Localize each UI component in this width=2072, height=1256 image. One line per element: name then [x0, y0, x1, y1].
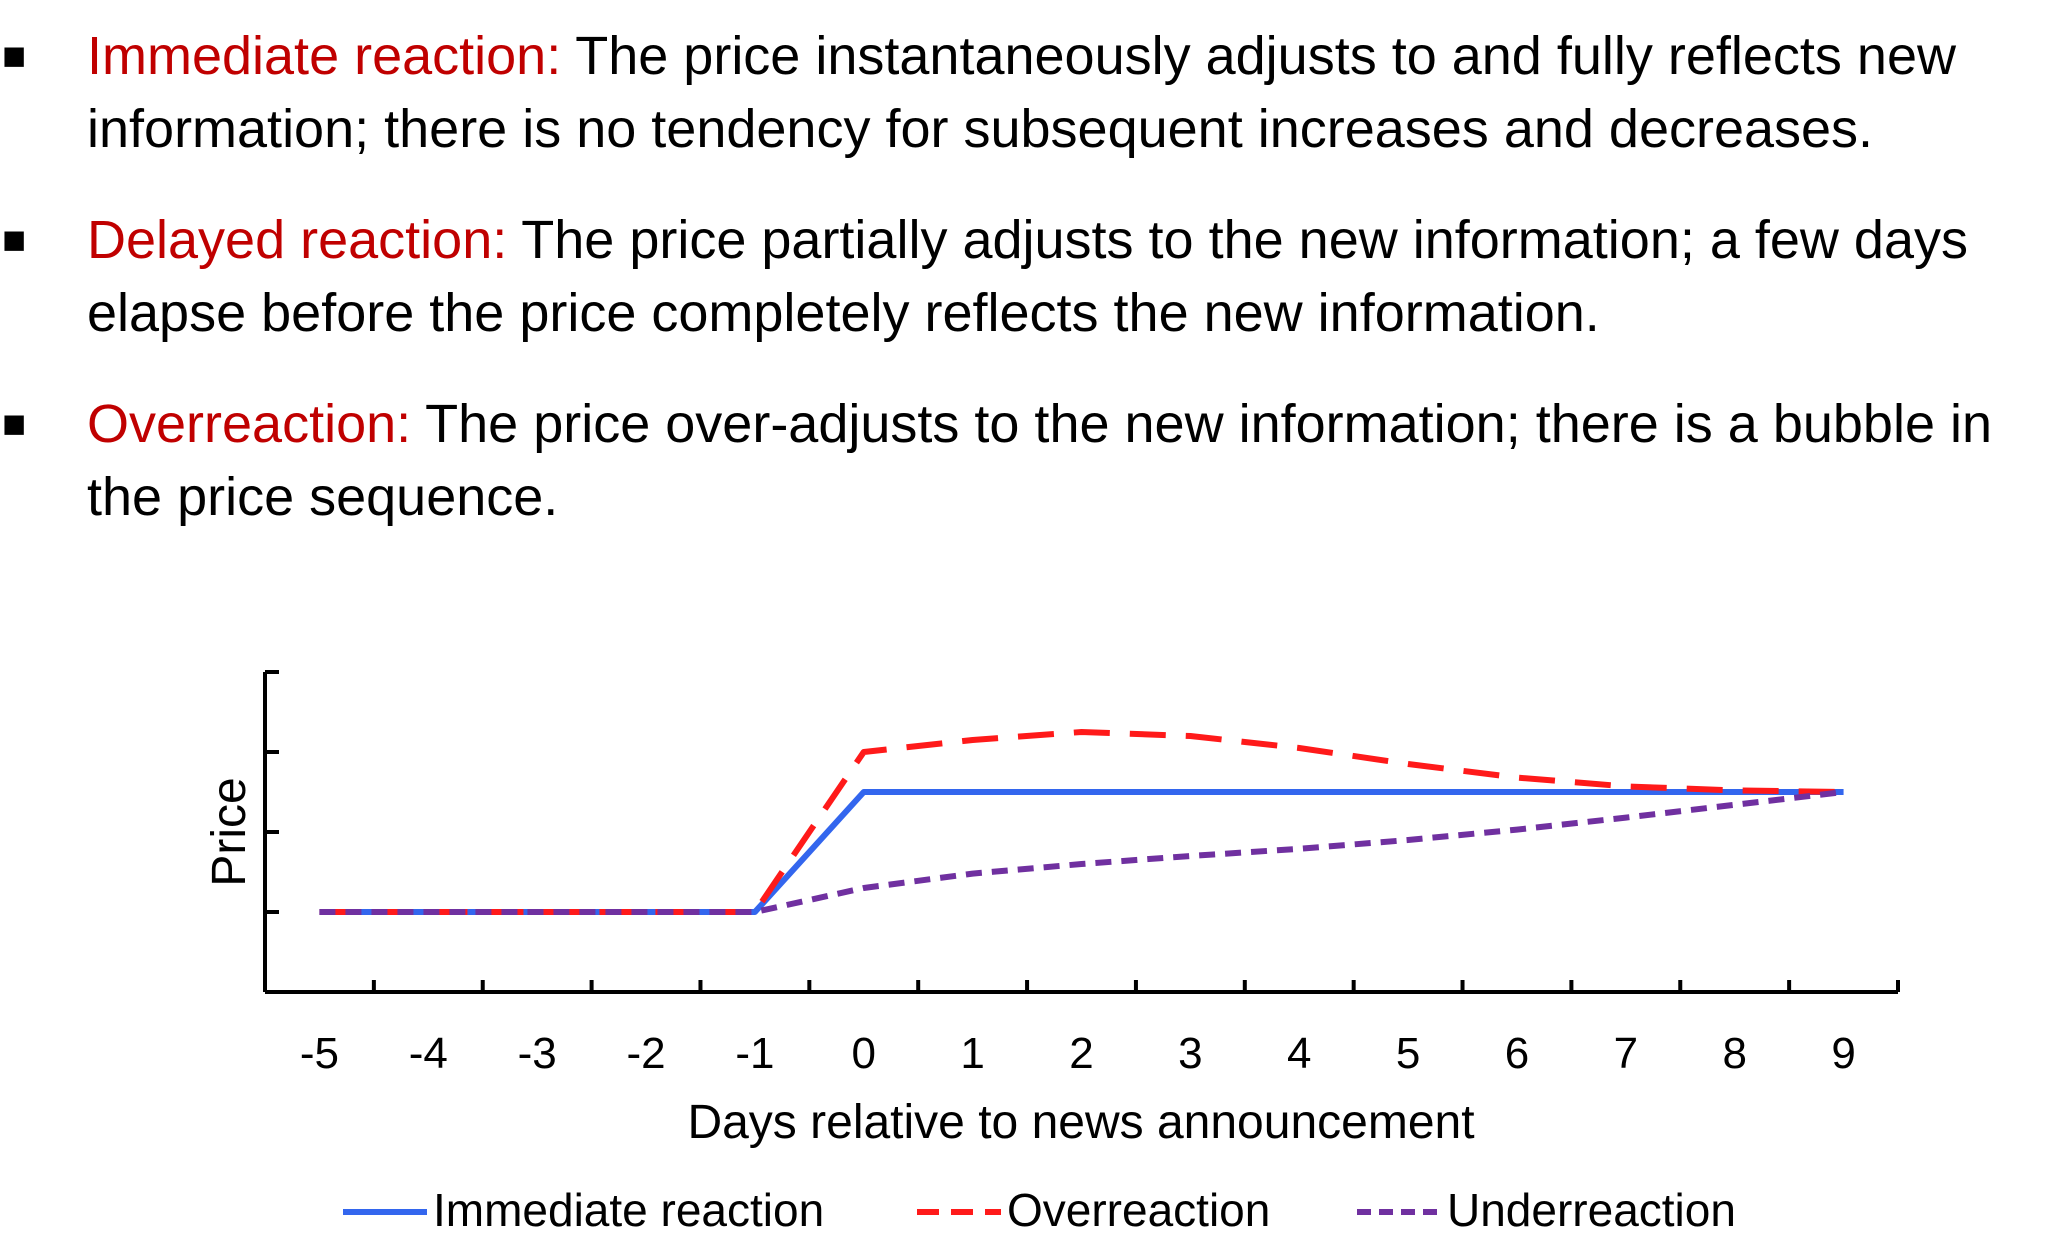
x-tick-label: 9: [1831, 1029, 1855, 1078]
bullet-definition: The price instantaneously adjusts to and…: [87, 26, 1956, 159]
x-tick-label: 8: [1722, 1029, 1746, 1078]
series-line-underreaction: [319, 789, 1844, 915]
x-tick-label: 6: [1505, 1029, 1529, 1078]
legend-label: Immediate reaction: [433, 1184, 824, 1236]
x-tick-label: -3: [518, 1029, 557, 1078]
x-axis-title: Days relative to news announcement: [687, 1096, 1474, 1149]
bullet-definition: The price partially adjusts to the new i…: [87, 210, 1968, 343]
x-tick-label: 5: [1396, 1029, 1420, 1078]
x-tick-label: 2: [1069, 1029, 1093, 1078]
x-tick-label: 0: [852, 1029, 876, 1078]
x-tick-label: -5: [300, 1029, 339, 1078]
bullet-term: Overreaction:: [87, 394, 412, 454]
bullet-immediate-reaction: ■ Immediate reaction: The price instanta…: [0, 20, 2072, 166]
price-reaction-chart: -5 -4 -3 -2 -1 0 1 2 3 4 5 6 7 8 9 Price Days relative…: [203, 670, 1900, 1236]
x-tick-labels: -5 -4 -3 -2 -1 0 1 2 3 4 5 6 7 8 9: [300, 1029, 1856, 1078]
bullet-term: Immediate reaction:: [87, 26, 562, 86]
x-tick-label: 3: [1178, 1029, 1202, 1078]
chart-legend: Immediate reaction Overreaction Underreact…: [343, 1184, 1736, 1236]
legend-label: Underreaction: [1447, 1184, 1736, 1236]
legend-label: Overreaction: [1007, 1184, 1270, 1236]
bullet-term: Delayed reaction:: [87, 210, 508, 270]
x-tick-label: 4: [1287, 1029, 1311, 1078]
x-tick-label: -1: [735, 1029, 774, 1078]
series-line-immediate-reaction: [319, 789, 1844, 915]
x-tick-label: 7: [1614, 1029, 1638, 1078]
bullet-definition: The price over-adjusts to the new inform…: [87, 394, 1993, 527]
x-tick-label: -2: [626, 1029, 665, 1078]
bullet-delayed-reaction: ■ Delayed reaction: The price partially …: [0, 204, 2072, 350]
bullet-overreaction: ■ Overreaction: The price over-adjusts t…: [0, 388, 2072, 534]
bullet-list: ■ Immediate reaction: The price instanta…: [0, 20, 2072, 572]
series-line-overreaction: [319, 729, 1844, 915]
chart-series: [319, 729, 1844, 915]
bullet-square-icon: ■: [2, 34, 27, 78]
bullet-square-icon: ■: [2, 218, 27, 262]
chart-axes: [263, 670, 1900, 994]
y-axis-title: Price: [203, 777, 256, 886]
x-tick-label: -4: [409, 1029, 448, 1078]
x-tick-label: 1: [960, 1029, 984, 1078]
bullet-square-icon: ■: [2, 402, 27, 446]
